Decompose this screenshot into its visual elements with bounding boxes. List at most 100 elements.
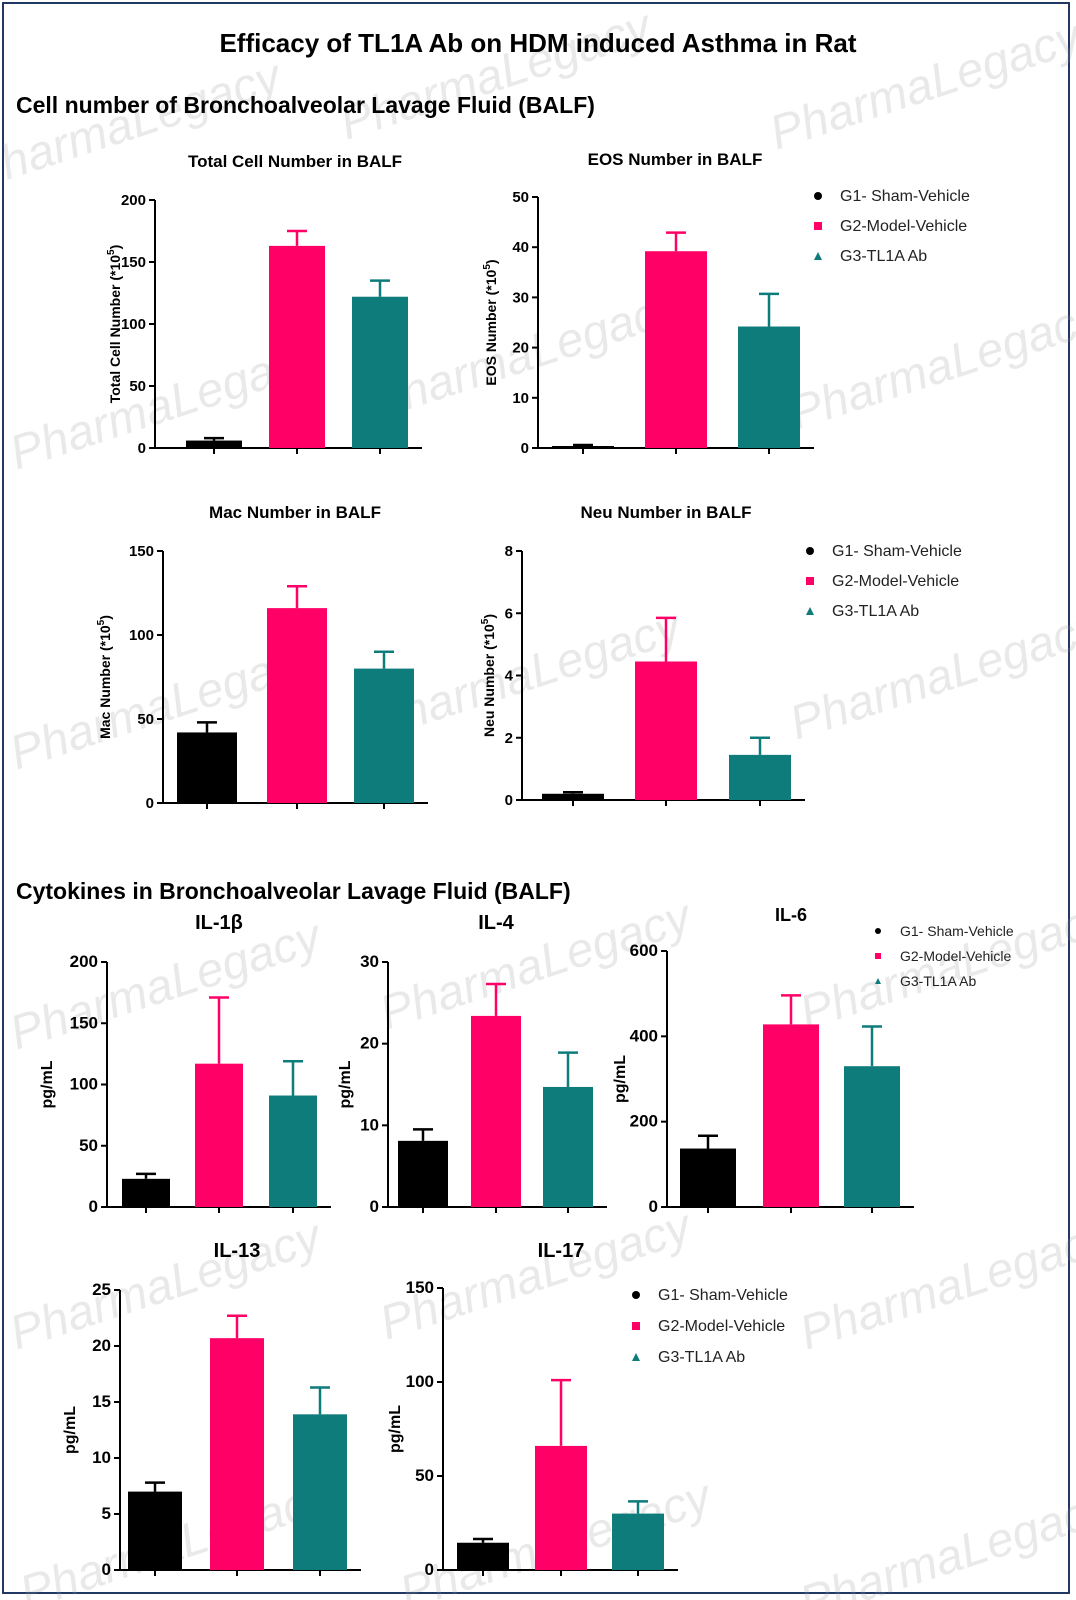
y-tick-label: 100 bbox=[129, 627, 154, 644]
legend-marker-square bbox=[875, 953, 881, 959]
y-axis-label: Neu Number (*105) bbox=[480, 614, 497, 737]
y-tick-label: 5 bbox=[102, 1504, 111, 1523]
legend-label: G1- Sham-Vehicle bbox=[900, 923, 1014, 939]
y-tick-label: 50 bbox=[129, 378, 146, 395]
y-tick-label: 400 bbox=[630, 1026, 658, 1045]
y-axis-label-exponent: 5 bbox=[482, 264, 493, 270]
legend-marker-circle bbox=[632, 1291, 640, 1299]
y-tick-label: 0 bbox=[649, 1197, 658, 1216]
y-tick-label: 10 bbox=[512, 390, 529, 407]
y-tick-label: 10 bbox=[92, 1448, 111, 1467]
y-tick-label: 40 bbox=[512, 239, 529, 256]
y-tick-label: 4 bbox=[505, 668, 514, 685]
legend-marker-triangle bbox=[875, 978, 881, 984]
y-tick-label: 8 bbox=[505, 543, 513, 560]
bar-2 bbox=[269, 245, 325, 448]
bar-1 bbox=[552, 445, 614, 448]
y-tick-label: 0 bbox=[89, 1197, 98, 1216]
bar-1 bbox=[680, 1148, 736, 1207]
legend-marker-triangle bbox=[806, 607, 814, 615]
bar-3 bbox=[293, 1414, 347, 1570]
page-title: Efficacy of TL1A Ab on HDM induced Asthm… bbox=[219, 28, 857, 58]
y-axis-label-exponent: 5 bbox=[106, 249, 117, 255]
chart-title: Neu Number in BALF bbox=[581, 503, 752, 522]
chart-title: EOS Number in BALF bbox=[588, 150, 763, 169]
y-tick-label: 200 bbox=[630, 1112, 658, 1131]
legend-label: G3-TL1A Ab bbox=[840, 248, 927, 265]
legend-label: G2-Model-Vehicle bbox=[832, 573, 959, 590]
section-title-cells: Cell number of Bronchoalveolar Lavage Fl… bbox=[16, 92, 595, 118]
chart-3: Mac Number in BALF Mac Number (*105) 0 50 10… bbox=[96, 503, 428, 812]
y-tick-label: 15 bbox=[92, 1392, 111, 1411]
y-tick-label: 30 bbox=[512, 289, 529, 306]
legend-marker-square bbox=[806, 577, 814, 585]
bar-3 bbox=[543, 1086, 593, 1207]
y-tick-label: 600 bbox=[630, 941, 658, 960]
chart-8: IL-13 pg/mL 0 5 10 15 20 25 bbox=[62, 1240, 361, 1579]
bar-1 bbox=[398, 1140, 448, 1207]
bar-1 bbox=[177, 732, 237, 803]
chart-5: IL-1β pg/mL 0 50 100 150 200 bbox=[39, 912, 331, 1216]
y-tick-label: 100 bbox=[406, 1372, 434, 1391]
chart-title: IL-6 bbox=[775, 905, 807, 925]
y-tick-label: 0 bbox=[146, 795, 154, 812]
y-tick-label: 150 bbox=[406, 1278, 434, 1297]
y-axis-label-close: ) bbox=[483, 259, 499, 264]
y-axis-label: pg/mL bbox=[39, 1060, 56, 1108]
bar-2 bbox=[267, 608, 327, 803]
bar-3 bbox=[352, 296, 408, 448]
chart-9: IL-17 pg/mL 0 50 100 150 bbox=[387, 1240, 678, 1579]
y-tick-label: 50 bbox=[79, 1136, 98, 1155]
bar-3 bbox=[729, 754, 791, 800]
legend-label: G1- Sham-Vehicle bbox=[840, 188, 970, 205]
y-axis-label: pg/mL bbox=[612, 1055, 629, 1103]
y-tick-label: 2 bbox=[505, 730, 513, 747]
section-title-cytokines: Cytokines in Bronchoalveolar Lavage Flui… bbox=[16, 878, 571, 904]
bar-2 bbox=[645, 251, 707, 448]
y-tick-label: 25 bbox=[92, 1280, 111, 1299]
y-tick-label: 50 bbox=[512, 189, 529, 206]
y-axis-label: Total Cell Number (*105) bbox=[106, 245, 123, 404]
y-tick-label: 10 bbox=[360, 1115, 379, 1134]
chart-title: IL-13 bbox=[214, 1240, 261, 1262]
legend-marker-triangle bbox=[632, 1353, 640, 1361]
legend-marker-circle bbox=[806, 547, 814, 555]
bar-3 bbox=[612, 1513, 664, 1570]
y-tick-label: 50 bbox=[137, 711, 154, 728]
bar-1 bbox=[122, 1178, 170, 1207]
legend-label: G2-Model-Vehicle bbox=[658, 1318, 785, 1335]
chart-4: Neu Number in BALF Neu Number (*105) 0 2 4 6 8 bbox=[480, 503, 805, 809]
y-tick-label: 20 bbox=[92, 1336, 111, 1355]
y-tick-label: 20 bbox=[512, 340, 529, 357]
legend-1: G1- Sham-Vehicle G2-Model-Vehicle G3-TL1A … bbox=[814, 188, 970, 265]
y-axis-label: pg/mL bbox=[62, 1406, 79, 1454]
chart-1: Total Cell Number in BALF Total Cell Numb… bbox=[106, 152, 422, 457]
bar-2 bbox=[635, 661, 697, 800]
y-tick-label: 30 bbox=[360, 952, 379, 971]
legend-marker-square bbox=[814, 222, 822, 230]
legend-label: G1- Sham-Vehicle bbox=[832, 543, 962, 560]
y-axis-label-close: ) bbox=[107, 245, 123, 250]
y-tick-label: 100 bbox=[121, 316, 146, 333]
y-tick-label: 150 bbox=[70, 1013, 98, 1032]
bar-2 bbox=[763, 1024, 819, 1207]
y-axis-label: pg/mL bbox=[387, 1405, 404, 1453]
chart-title: Total Cell Number in BALF bbox=[188, 152, 402, 171]
y-axis-label: Mac Number (*105) bbox=[96, 615, 113, 739]
y-axis-label-close: ) bbox=[481, 614, 497, 619]
legend-label: G2-Model-Vehicle bbox=[900, 948, 1011, 964]
chart-title: IL-1β bbox=[195, 912, 243, 934]
y-axis-label: pg/mL bbox=[337, 1060, 354, 1108]
y-tick-label: 0 bbox=[425, 1560, 434, 1579]
legend-label: G3-TL1A Ab bbox=[832, 603, 919, 620]
legend-label: G3-TL1A Ab bbox=[900, 973, 976, 989]
y-axis-label-exponent: 5 bbox=[96, 619, 107, 625]
bar-2 bbox=[210, 1338, 264, 1570]
legend-label: G3-TL1A Ab bbox=[658, 1349, 745, 1366]
bar-1 bbox=[542, 793, 604, 800]
bar-3 bbox=[738, 326, 800, 448]
bar-2 bbox=[535, 1445, 587, 1570]
chart-title: Mac Number in BALF bbox=[209, 503, 381, 522]
chart-title: IL-4 bbox=[478, 912, 514, 934]
